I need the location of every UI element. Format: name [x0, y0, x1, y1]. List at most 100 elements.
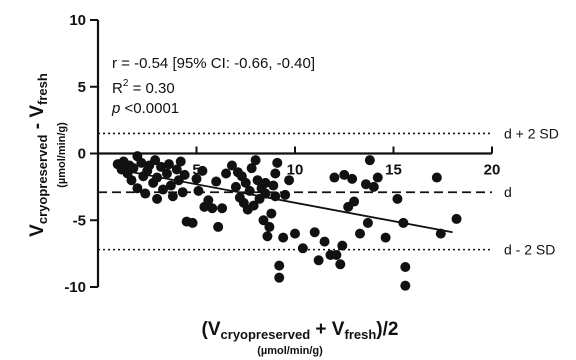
data-point	[250, 155, 261, 166]
data-point	[161, 168, 172, 179]
data-point	[165, 180, 176, 191]
data-point	[258, 215, 269, 226]
data-point	[290, 228, 300, 239]
data-point	[262, 231, 273, 242]
data-point	[226, 160, 237, 171]
data-point	[152, 172, 163, 183]
data-point	[213, 221, 224, 232]
data-point	[128, 163, 139, 174]
data-point	[260, 188, 271, 199]
data-point	[431, 172, 442, 183]
data-point	[266, 208, 277, 219]
data-point	[191, 173, 202, 184]
y-axis-unit: (µmol/min/g)	[56, 122, 68, 188]
x-axis-title: (Vcryopreserved + Vfresh)/2	[202, 319, 399, 342]
data-point	[331, 249, 342, 260]
data-point	[207, 203, 218, 214]
data-point	[284, 175, 295, 186]
data-point	[150, 155, 161, 166]
data-point	[400, 280, 411, 291]
r-squared-text: R2 = 0.30	[112, 78, 175, 97]
y-tick-label: -5	[73, 212, 86, 229]
data-point	[179, 169, 190, 180]
data-point	[211, 176, 222, 187]
data-point	[364, 155, 375, 166]
data-point	[197, 165, 208, 176]
data-point	[221, 168, 232, 179]
data-point	[278, 232, 289, 243]
reference-line-label: d + 2 SD	[504, 125, 559, 141]
x-tick-label: 10	[287, 162, 304, 179]
data-point	[270, 168, 281, 179]
data-point	[274, 272, 285, 283]
data-point	[152, 193, 163, 204]
x-ticks: 5 10 15 20	[192, 146, 501, 179]
data-point	[347, 173, 358, 184]
data-point	[132, 183, 143, 194]
data-point	[158, 184, 169, 195]
reference-line-label: d	[504, 184, 512, 200]
data-point	[270, 191, 281, 202]
data-point	[193, 185, 204, 196]
data-point	[260, 177, 271, 188]
y-ticks: 10 5 0 -5 -10	[64, 12, 98, 296]
data-point	[337, 240, 348, 251]
y-axis-title: Vcryopreserved - Vfresh	[27, 73, 50, 237]
data-point	[372, 172, 383, 183]
x-tick-label: 20	[484, 162, 501, 179]
data-point	[392, 193, 403, 204]
reference-line-label: d - 2 SD	[504, 242, 555, 258]
data-point	[126, 175, 137, 186]
data-point	[355, 228, 366, 239]
data-point	[349, 196, 360, 207]
data-point	[163, 159, 174, 170]
data-point	[140, 188, 151, 199]
data-point	[435, 228, 446, 239]
y-tick-label: 5	[78, 79, 86, 96]
data-point	[175, 156, 186, 167]
data-point	[400, 261, 411, 272]
data-point	[319, 236, 330, 247]
data-point	[248, 200, 259, 211]
data-point	[274, 260, 285, 271]
data-point	[244, 185, 255, 196]
data-point	[451, 213, 462, 224]
statistics-annotation: r = -0.54 [95% CI: -0.66, -0.40] R2 = 0.…	[111, 55, 315, 117]
correlation-text: r = -0.54 [95% CI: -0.66, -0.40]	[112, 55, 315, 72]
data-point	[252, 175, 263, 186]
data-point	[268, 180, 279, 191]
y-tick-label: 0	[78, 146, 86, 163]
data-point	[203, 195, 214, 206]
data-point	[398, 217, 409, 228]
x-tick-label: 15	[385, 162, 402, 179]
data-point	[246, 163, 257, 174]
data-point	[362, 217, 373, 228]
data-point	[360, 179, 371, 190]
data-point	[297, 243, 308, 254]
data-point	[309, 227, 320, 238]
x-tick-label: 5	[192, 162, 200, 179]
x-axis-unit: (µmol/min/g)	[257, 345, 323, 357]
data-point	[177, 187, 188, 198]
data-point	[171, 164, 182, 175]
p-value-text: p <0.0001	[111, 100, 179, 117]
data-point	[380, 232, 391, 243]
y-axis-label: Vcryopreserved - Vfresh (µmol/min/g)	[27, 73, 68, 237]
data-points	[112, 151, 462, 291]
data-point	[313, 255, 324, 266]
data-point	[368, 181, 379, 192]
regression-line	[117, 168, 453, 234]
data-point	[217, 203, 228, 214]
y-tick-label: -10	[64, 279, 86, 296]
data-point	[156, 161, 167, 172]
y-tick-label: 10	[69, 12, 86, 29]
data-point	[339, 169, 350, 180]
data-point	[329, 172, 340, 183]
data-point	[230, 181, 241, 192]
x-axis-label: (Vcryopreserved + Vfresh)/2 (µmol/min/g)	[202, 319, 399, 357]
data-point	[136, 157, 147, 168]
data-point	[264, 221, 275, 232]
data-point	[167, 191, 178, 202]
data-point	[272, 157, 283, 168]
